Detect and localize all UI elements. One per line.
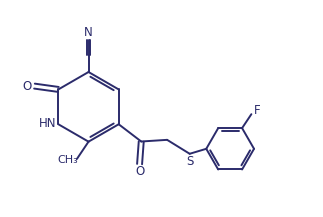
Text: HN: HN — [39, 117, 57, 130]
Text: O: O — [23, 80, 32, 93]
Text: O: O — [135, 165, 144, 178]
Text: N: N — [84, 26, 93, 39]
Text: F: F — [254, 104, 261, 117]
Text: S: S — [186, 155, 193, 168]
Text: CH₃: CH₃ — [57, 155, 78, 165]
